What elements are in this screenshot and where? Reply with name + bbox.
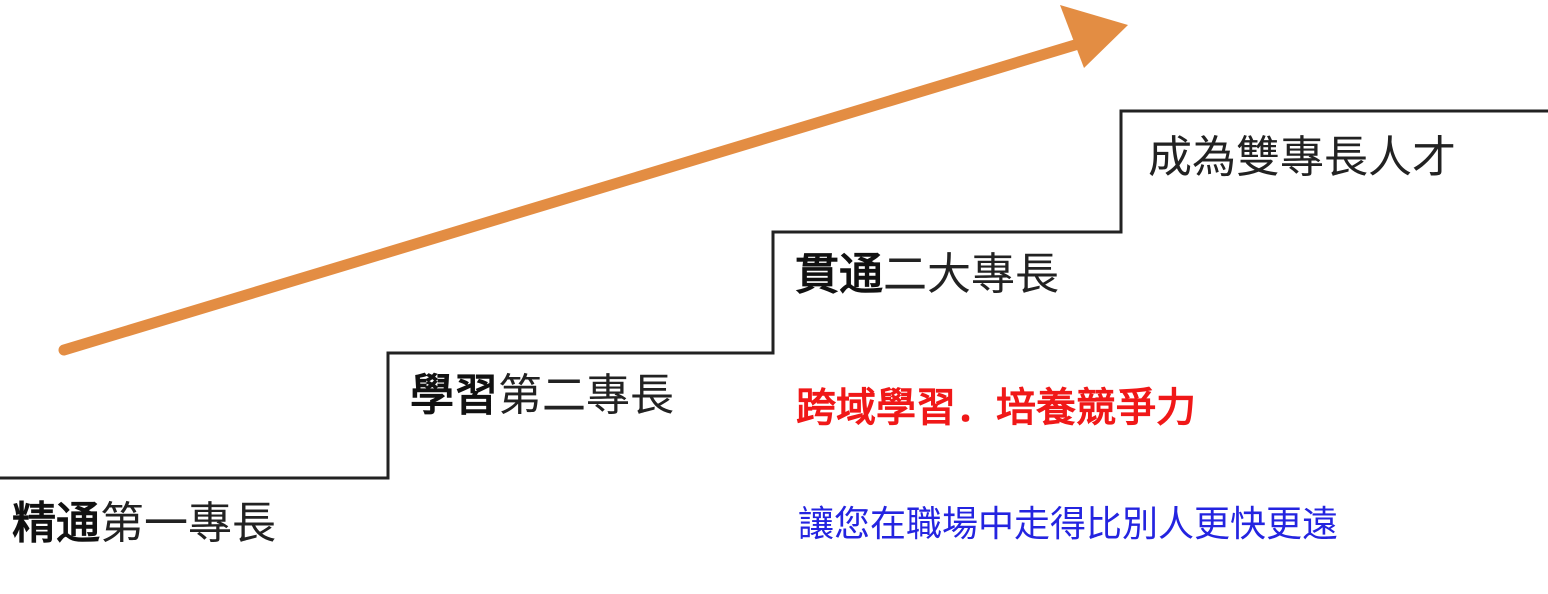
stage-1-bold: 精通 (12, 498, 100, 549)
staircase-outline (0, 109, 1548, 480)
stage-2-bold: 學習 (410, 370, 498, 421)
stage-4-text: 成為雙專長人才 (1148, 132, 1456, 183)
stage-2-label: 學習第二專長 (410, 374, 674, 418)
subline: 讓您在職場中走得比別人更快更遠 (798, 504, 1339, 545)
stage-1-text: 第一專長 (100, 498, 276, 549)
stage-3-label: 貫通二大專長 (795, 253, 1059, 297)
stage-3-bold: 貫通 (795, 249, 883, 300)
tagline: 跨域學習．培養競爭力 (796, 385, 1196, 431)
stage-1-label: 精通第一專長 (12, 502, 276, 546)
stage-2-text: 第二專長 (498, 370, 674, 421)
stage-4-label: 成為雙專長人才 (1148, 136, 1456, 180)
growth-arrow-shaft (58, 39, 1081, 356)
stage-3-text: 二大專長 (883, 249, 1059, 300)
growth-arrow-head (1060, 5, 1128, 68)
